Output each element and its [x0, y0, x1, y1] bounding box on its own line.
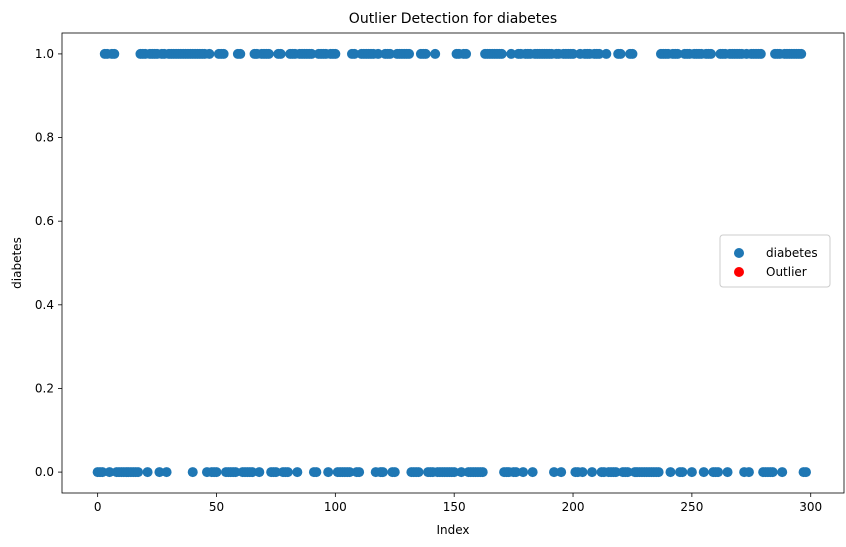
diabetes-point — [349, 48, 360, 59]
diabetes-point — [97, 467, 108, 478]
y-axis-label: diabetes — [10, 237, 24, 289]
diabetes-point — [344, 467, 355, 478]
diabetes-point — [627, 48, 638, 59]
diabetes-point — [247, 467, 258, 478]
x-tick-label: 150 — [443, 500, 466, 514]
diabetes-point — [109, 48, 120, 59]
diabetes-point — [404, 48, 415, 59]
diabetes-point — [698, 467, 709, 478]
diabetes-point — [275, 48, 286, 59]
y-tick-label: 0.2 — [35, 381, 54, 395]
diabetes-point — [653, 467, 664, 478]
diabetes-point — [665, 467, 676, 478]
x-tick-label: 100 — [324, 500, 347, 514]
diabetes-point — [373, 48, 384, 59]
diabetes-point — [767, 467, 778, 478]
legend-marker-diabetes — [734, 248, 744, 258]
diabetes-point — [311, 467, 322, 478]
plot-frame — [61, 32, 845, 494]
diabetes-point — [615, 48, 626, 59]
diabetes-point — [556, 467, 567, 478]
diabetes-point — [622, 467, 633, 478]
diabetes-point — [211, 467, 222, 478]
diabetes-point — [672, 48, 683, 59]
y-tick-label: 1.0 — [35, 47, 54, 61]
diabetes-point — [413, 467, 424, 478]
legend-marker-outlier — [734, 267, 744, 277]
diabetes-point — [154, 467, 165, 478]
diabetes-point — [677, 467, 688, 478]
diabetes-point — [705, 48, 716, 59]
diabetes-point — [420, 48, 431, 59]
diabetes-point — [282, 467, 293, 478]
x-axis-ticks: 0 50 100 150 200 250 300 — [94, 493, 822, 514]
diabetes-point — [306, 48, 317, 59]
diabetes-point — [389, 467, 400, 478]
diabetes-point — [755, 48, 766, 59]
diabetes-point — [133, 467, 144, 478]
x-axis-label: Index — [436, 523, 469, 537]
diabetes-point — [496, 48, 507, 59]
y-tick-label: 0.6 — [35, 214, 54, 228]
diabetes-point — [610, 467, 621, 478]
chart-title: Outlier Detection for diabetes — [349, 11, 557, 27]
diabetes-point — [594, 48, 605, 59]
diabetes-point — [568, 48, 579, 59]
legend-label-outlier: Outlier — [766, 265, 807, 279]
diabetes-point — [506, 48, 517, 59]
diabetes-point — [587, 467, 598, 478]
diabetes-point — [796, 48, 807, 59]
x-tick-label: 50 — [209, 500, 224, 514]
diabetes-point — [330, 48, 341, 59]
diabetes-point — [527, 467, 538, 478]
y-axis-ticks: 0.0 0.2 0.4 0.6 0.8 1.0 — [35, 47, 62, 479]
diabetes-point — [722, 467, 733, 478]
diabetes-point — [377, 467, 388, 478]
diabetes-point — [549, 467, 560, 478]
diabetes-point — [510, 467, 521, 478]
diabetes-point — [263, 48, 274, 59]
diabetes-point — [461, 48, 472, 59]
legend-label-diabetes: diabetes — [766, 246, 818, 260]
diabetes-point — [235, 48, 246, 59]
x-tick-label: 0 — [94, 500, 102, 514]
data-points — [92, 48, 811, 478]
x-tick-label: 200 — [562, 500, 585, 514]
diabetes-point — [142, 467, 153, 478]
diabetes-point — [354, 467, 365, 478]
diabetes-point — [577, 467, 588, 478]
diabetes-point — [270, 467, 281, 478]
diabetes-point — [430, 48, 441, 59]
diabetes-point — [187, 467, 198, 478]
y-tick-label: 0.0 — [35, 465, 54, 479]
diabetes-point — [385, 48, 396, 59]
x-tick-label: 250 — [680, 500, 703, 514]
diabetes-point — [449, 467, 460, 478]
legend-box — [719, 234, 831, 288]
diabetes-point — [104, 467, 115, 478]
y-tick-label: 0.4 — [35, 298, 54, 312]
diabetes-point — [254, 467, 265, 478]
diabetes-point — [777, 467, 788, 478]
diabetes-point — [292, 467, 303, 478]
diabetes-point — [743, 467, 754, 478]
diabetes-point — [713, 467, 724, 478]
diabetes-point — [161, 467, 172, 478]
diabetes-point — [204, 48, 215, 59]
y-tick-label: 0.8 — [35, 131, 54, 145]
diabetes-point — [518, 467, 529, 478]
diabetes-point — [800, 467, 811, 478]
diabetes-point — [230, 467, 241, 478]
diabetes-point — [218, 48, 229, 59]
diabetes-point — [686, 467, 697, 478]
legend: diabetes Outlier — [719, 234, 831, 288]
diabetes-point — [477, 467, 488, 478]
diabetes-point — [456, 467, 467, 478]
diabetes-point — [601, 48, 612, 59]
x-tick-label: 300 — [799, 500, 822, 514]
diabetes-point — [323, 467, 334, 478]
